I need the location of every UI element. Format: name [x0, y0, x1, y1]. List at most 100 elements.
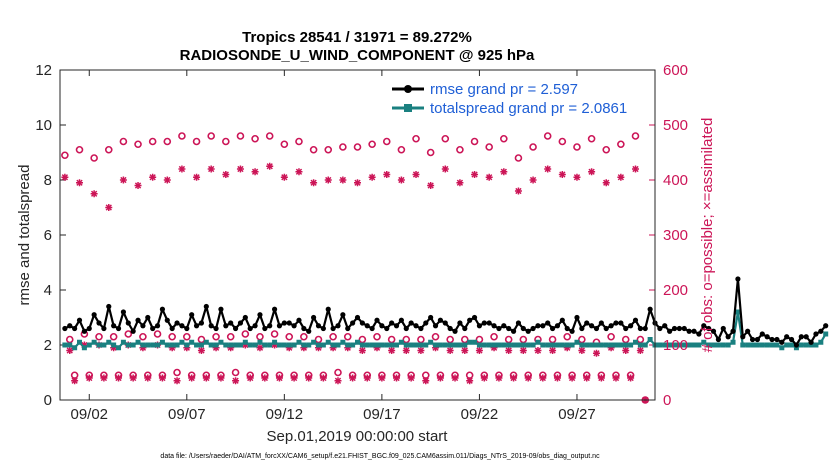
- obs-star-stroke: [476, 347, 483, 354]
- totalspread-point: [745, 342, 751, 348]
- totalspread-point: [662, 342, 668, 348]
- totalspread-point: [593, 342, 599, 348]
- obs-star-stroke: [188, 374, 195, 382]
- totalspread-point: [72, 345, 78, 351]
- obs-star-stroke: [554, 374, 561, 382]
- obs-assimilated-marker: [480, 374, 488, 382]
- totalspread-point: [618, 342, 624, 348]
- rmse-point: [535, 323, 541, 329]
- rmse-point: [496, 325, 502, 332]
- totalspread-point: [462, 342, 468, 348]
- obs-possible-marker: [280, 140, 289, 149]
- totalspread-point: [228, 342, 234, 348]
- rmse-point: [452, 328, 458, 334]
- rmse-point: [330, 325, 336, 332]
- obs-possible-marker: [192, 137, 201, 146]
- totalspread-point: [81, 345, 87, 351]
- obs-assimilated-marker: [461, 347, 469, 354]
- rmse-point: [208, 323, 214, 329]
- obs-assimilated-marker: [495, 374, 503, 382]
- obs-assimilated-marker: [202, 374, 210, 382]
- obs-assimilated-marker: [85, 374, 93, 382]
- rmse-point: [252, 323, 258, 329]
- rmse-point: [164, 317, 170, 323]
- rmse-point: [803, 334, 809, 340]
- totalspread-point: [433, 342, 439, 348]
- totalspread-point: [530, 342, 536, 348]
- totalspread-point: [750, 342, 756, 348]
- rmse-point: [486, 320, 492, 326]
- totalspread-point: [559, 342, 565, 348]
- rmse-point: [515, 320, 522, 326]
- y-right-tick-label: 400: [663, 172, 688, 189]
- obs-star-stroke: [388, 347, 395, 354]
- legend-totalspread-marker: [404, 104, 412, 112]
- rmse-point: [520, 325, 526, 332]
- obs-possible-marker: [397, 145, 406, 154]
- totalspread-point: [169, 342, 175, 348]
- rmse-point: [335, 323, 341, 329]
- obs-star-stroke: [427, 182, 434, 189]
- rmse-point: [613, 320, 619, 326]
- rmse-point: [359, 320, 365, 326]
- obs-assimilated-marker: [407, 374, 415, 382]
- totalspread-point: [589, 342, 595, 348]
- totalspread-point: [486, 342, 492, 348]
- obs-assimilated-marker: [568, 374, 576, 382]
- totalspread-point: [306, 342, 312, 348]
- totalspread-point: [452, 342, 458, 348]
- totalspread-point: [647, 337, 653, 342]
- rmse-point: [530, 325, 536, 332]
- totalspread-point: [789, 342, 795, 348]
- obs-possible-marker: [426, 148, 435, 157]
- obs-possible-marker: [470, 137, 479, 146]
- obs-star-stroke: [90, 190, 98, 197]
- obs-possible-marker: [543, 132, 552, 140]
- obs-star-stroke: [120, 176, 127, 184]
- obs-star-stroke: [339, 176, 347, 184]
- rmse-point: [364, 323, 370, 329]
- totalspread-point: [632, 339, 638, 345]
- rmse-point: [647, 306, 653, 312]
- rmse-point: [696, 331, 702, 337]
- totalspread-point: [276, 342, 282, 348]
- y-right-tick-label: 600: [663, 62, 688, 79]
- rmse-point: [818, 328, 824, 334]
- obs-assimilated-marker: [397, 176, 405, 184]
- totalspread-point: [501, 342, 507, 348]
- rmse-point: [598, 320, 604, 326]
- totalspread-point: [150, 342, 156, 348]
- rmse-point: [784, 334, 790, 340]
- totalspread-point: [408, 342, 414, 348]
- totalspread-point: [784, 342, 790, 348]
- obs-possible-marker: [602, 145, 611, 154]
- obs-star-stroke: [203, 374, 210, 382]
- obs-star-stroke: [320, 374, 327, 382]
- totalspread-point: [613, 342, 619, 348]
- obs-assimilated-marker: [466, 377, 474, 385]
- obs-possible-marker: [587, 134, 596, 143]
- obs-possible-marker: [343, 332, 352, 341]
- rmse-point: [574, 314, 580, 321]
- obs-assimilated-marker: [456, 179, 464, 187]
- totalspread-point: [720, 342, 726, 348]
- totalspread-point: [764, 342, 770, 348]
- obs-assimilated-marker: [446, 347, 454, 354]
- obs-assimilated-marker: [178, 165, 186, 173]
- totalspread-point: [135, 339, 141, 345]
- obs-assimilated-marker: [90, 190, 98, 198]
- obs-assimilated-marker: [134, 182, 142, 189]
- rmse-point: [603, 325, 609, 332]
- totalspread-point: [155, 342, 161, 348]
- obs-possible-marker: [119, 137, 128, 146]
- rmse-point: [101, 325, 107, 332]
- obs-assimilated-marker: [519, 347, 527, 354]
- obs-assimilated-marker: [475, 347, 483, 354]
- rmse-point: [525, 328, 531, 334]
- totalspread-point: [77, 339, 83, 345]
- rmse-point: [189, 312, 195, 318]
- obs-possible-marker: [173, 368, 181, 377]
- rmse-point: [203, 303, 209, 310]
- rmse-point: [145, 314, 151, 321]
